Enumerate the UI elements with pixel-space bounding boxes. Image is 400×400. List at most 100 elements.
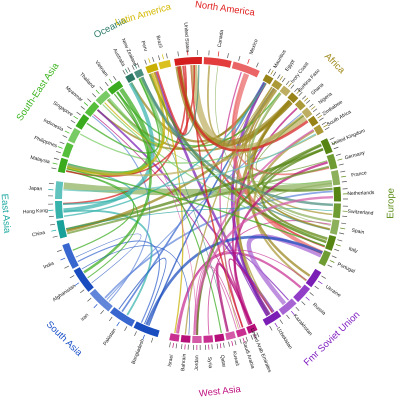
tick-mark [309,103,314,108]
tick-mark [217,51,220,57]
flow-link [63,82,155,213]
flow-link [75,233,142,284]
tick-mark [334,248,340,252]
country-arc-syria [203,335,214,343]
tick-mark [256,62,259,68]
tick-mark [286,314,290,320]
country-arc-singapore [75,114,90,130]
country-arc-new-zealand [133,68,144,79]
tick-mark [238,55,241,61]
tick-mark [67,126,72,130]
country-arc-south-africa [313,124,324,136]
tick-mark [279,75,283,81]
tick-mark [172,342,174,348]
tick-mark [113,75,117,81]
tick-mark [104,81,109,87]
tick-mark [311,106,316,110]
country-label-thailand: Thailand [78,72,96,90]
tick-mark [92,93,97,98]
tick-mark [48,182,54,185]
tick-mark [250,334,254,340]
tick-mark [338,163,344,166]
country-label-mexico: Mexico [249,38,260,55]
country-label-brazil: Brazil [155,35,164,49]
tick-mark [245,336,249,342]
country-arc-saudi-arabia [235,327,247,338]
country-label-nigeria: Nigeria [317,91,333,106]
flow-links [63,64,333,336]
flow-link [86,78,161,154]
country-label-bahrain: Bahrain [180,353,188,371]
tick-mark [134,63,138,69]
tick-mark [341,175,347,178]
tick-mark [169,342,171,348]
country-label-russia: Russia [311,302,327,317]
country-arc-netherlands [333,186,341,202]
country-arc-brazil [158,59,172,70]
country-arc-zimbabwe [307,115,319,127]
country-label-germany: Germany [344,150,366,162]
tick-mark [87,297,92,302]
tick-mark [290,310,295,316]
tick-mark [59,141,65,145]
flow-link [66,170,139,279]
tick-mark [296,89,301,94]
country-label-peru: Peru [139,40,148,52]
flow-link [193,195,333,335]
country-arc-mauritius [262,74,274,85]
tick-mark [124,68,129,74]
country-label-ukraine: Ukraine [324,284,342,299]
country-arc-myanmar [84,101,100,117]
country-arc-pakistan [109,307,135,327]
tick-mark [80,289,85,294]
country-arc-united-kingdom [320,138,333,155]
country-arc-israel [169,333,180,342]
country-label-egypt: Egypt [284,58,297,72]
tick-mark [158,55,161,61]
country-label-hong-kong: Hong Kong [23,208,49,216]
country-label-uzbekistan: Uzbekistan [275,326,293,350]
tick-mark [340,170,346,173]
tick-mark [51,167,57,170]
tick-mark [317,115,323,119]
tick-mark [327,264,333,268]
country-label-saudi-arabia: Saudi Arabia [241,341,256,370]
tick-mark [95,89,100,94]
tick-mark [331,141,337,145]
country-label-singapore: Singapore [52,100,74,118]
flow-link [244,87,328,240]
country-arc-spain [329,219,340,235]
country-arc-qatar [214,333,225,342]
flow-link [63,133,317,192]
flow-link [67,114,304,177]
country-label-syria: Syria [206,357,213,369]
tick-mark [134,331,137,337]
country-label-united-kingdom: United Kingdom [331,128,366,147]
tick-mark [142,334,145,340]
tick-mark [60,257,66,261]
region-label-east-asia: East Asia [0,193,12,234]
country-label-bangladesh: Bangladesh [131,338,146,365]
tick-mark [335,244,341,247]
country-arc-hong-kong [55,200,64,219]
country-label-israel: Israel [167,354,175,367]
country-arc-thailand [95,90,111,106]
flow-link [196,144,322,336]
tick-mark [181,344,183,350]
tick-mark [329,137,335,140]
tick-mark [295,306,300,312]
tick-mark [48,215,54,218]
flow-link [148,73,327,244]
tick-mark [294,87,299,93]
tick-mark [279,319,284,324]
tick-mark [321,275,326,279]
country-label-switzerland: Switzerland [347,209,373,217]
country-arc-united-arab-emirates [246,323,258,334]
country-label-qatar: Qatar [219,354,227,368]
tick-mark [76,111,81,116]
country-arc-china [56,219,68,239]
tick-mark [166,53,168,59]
tick-mark [227,53,229,59]
tick-mark [231,340,234,346]
